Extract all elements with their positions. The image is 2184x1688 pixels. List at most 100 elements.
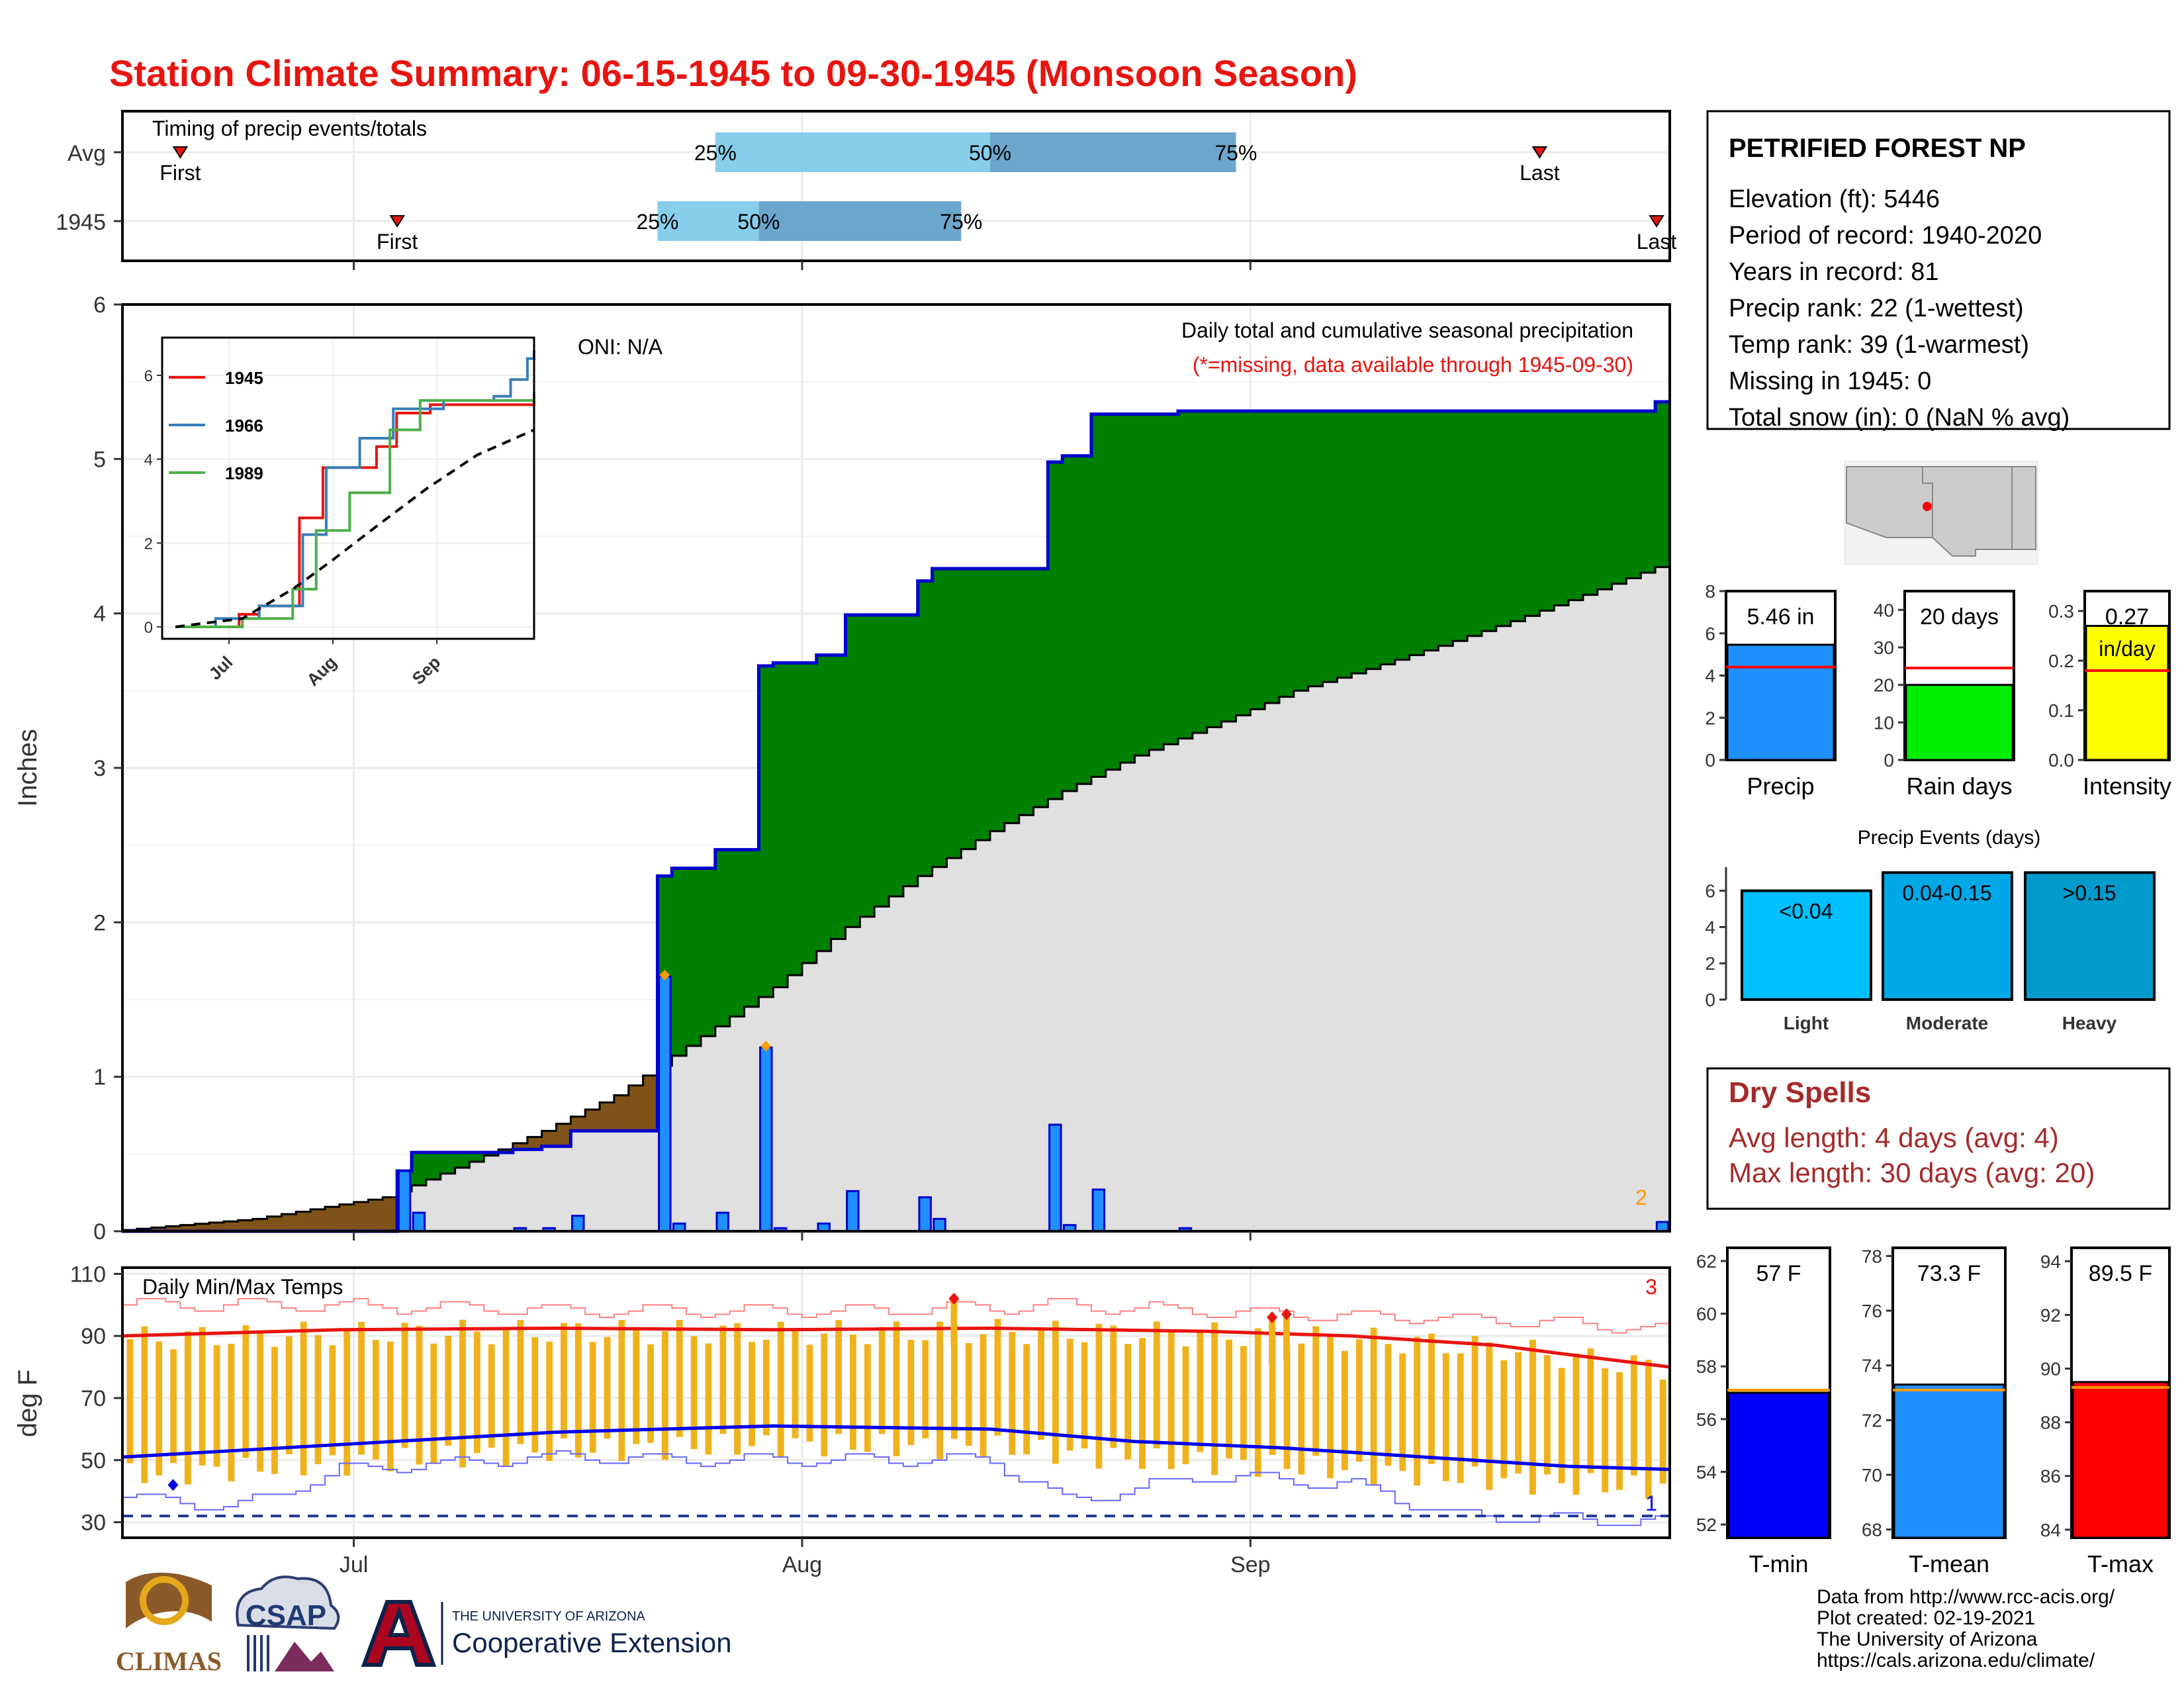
temp-record-high-marker-1 [1267, 1311, 1278, 1324]
precip-anomaly-band-32 [585, 1109, 600, 1131]
temp-range-bar-60 [994, 1319, 1001, 1436]
temp-range-bar-71 [1153, 1321, 1160, 1448]
temp-range-bar-29 [546, 1341, 553, 1461]
temp-range-bar-3 [170, 1349, 177, 1464]
dry-spells-max: Max length: 30 days (avg: 20) [1729, 1157, 2095, 1188]
precip-anomaly-band-87 [1380, 411, 1396, 665]
record-low-count: 1 [1645, 1491, 1657, 1515]
precip-cumulative-areas [121, 400, 1670, 1233]
temp-range-bar-45 [777, 1321, 784, 1457]
temp-range-bar-106 [1659, 1380, 1666, 1484]
inset-y-tick-label-3: 6 [144, 367, 153, 385]
precip-anomaly-band-83 [1322, 411, 1338, 682]
temp-range-bar-102 [1602, 1368, 1609, 1493]
pstat-value-bar-0 [1726, 643, 1835, 761]
precip-x-ticks [353, 1231, 1251, 1241]
temp-range-bar-90 [1428, 1333, 1435, 1464]
temp-range-bar-104 [1631, 1355, 1637, 1476]
precip-anomaly-band-54 [903, 615, 919, 886]
precip-anomaly-band-9 [252, 1219, 268, 1231]
temp-record-low-marker [167, 1479, 179, 1491]
temp-range-bar-81 [1298, 1343, 1305, 1475]
temperature-x-ticks: Jul Aug Sep [340, 1538, 1271, 1577]
precip-anomaly-band-2 [151, 1227, 167, 1231]
precip-anomaly-band-75 [1206, 411, 1222, 727]
temp-range-bar-9 [257, 1330, 264, 1472]
event-bar-label-2: >0.15 [2063, 881, 2116, 905]
temp-y-tick-label-0: 30 [81, 1511, 106, 1536]
precip-y-tick-label-1: 1 [93, 1065, 106, 1090]
daily-precip-bar-1 [412, 1211, 426, 1233]
precip-anomaly-band-27 [512, 1143, 528, 1150]
temp-range-bar-62 [1023, 1344, 1030, 1455]
tstat-tick-label-2-0: 84 [2040, 1520, 2061, 1540]
tstat-name-2: T-max [2087, 1550, 2154, 1577]
temp-x-tick-label-2: Sep [1230, 1552, 1271, 1577]
temp-range-bar-70 [1139, 1338, 1146, 1470]
inset-series-line-1989 [175, 392, 535, 628]
temp-range-bar-0 [126, 1338, 134, 1464]
temp-range-bar-67 [1095, 1323, 1103, 1469]
pstat-name-2: Intensity [2083, 773, 2171, 800]
temp-range-bar-77 [1240, 1346, 1247, 1460]
precip-anomaly-band-81 [1293, 411, 1309, 691]
info-elevation: Elevation (ft): 5446 [1729, 185, 1940, 213]
tstat-value-bar-0 [1727, 1391, 1830, 1539]
pstat-tick-label-2-3: 0.3 [2048, 601, 2074, 622]
precip-anomaly-band-85 [1351, 411, 1367, 674]
pstat-tick-label-0-4: 8 [1705, 581, 1715, 602]
tstat-tick-label-2-3: 90 [2040, 1359, 2061, 1380]
tstat-tick-label-2-5: 94 [2040, 1251, 2061, 1272]
temp-range-bar-73 [1182, 1346, 1189, 1464]
pstat-value-label-0: 5.46 in [1747, 604, 1814, 630]
temp-range-bar-83 [1327, 1335, 1334, 1479]
csap-mountain-icon [275, 1642, 334, 1671]
daily-precip-bar-14 [1048, 1123, 1062, 1233]
precip-anomaly-band-95 [1496, 411, 1512, 626]
precip-anomaly-band-61 [1004, 569, 1020, 823]
precip-anomaly-band-98 [1539, 411, 1555, 611]
events-tick-label-2: 4 [1705, 917, 1715, 937]
tstat-tick-label-0-4: 60 [1696, 1304, 1717, 1325]
precip-anomaly-band-50 [845, 615, 860, 927]
tstat-tick-label-1-2: 72 [1862, 1410, 1882, 1430]
precip-anomaly-band-91 [1438, 411, 1453, 646]
precip-y-tick-label-2: 2 [93, 910, 106, 935]
precip-anomaly-band-48 [816, 655, 832, 951]
temp-range-bar-51 [864, 1344, 871, 1452]
temperature-panel: 30 50 70 90 110 Jul Aug Sep Daily Min/Max Temp… [13, 1262, 1671, 1577]
temp-range-bar-50 [850, 1335, 856, 1450]
temp-range-bar-36 [647, 1344, 655, 1443]
pstat-tick-label-0-2: 4 [1705, 666, 1715, 686]
precip-anomaly-band-93 [1467, 411, 1482, 636]
pstat-tick-label-1-4: 40 [1874, 600, 1894, 620]
precip-anomaly-band-84 [1337, 411, 1352, 678]
daily-precip-bar-18 [1655, 1221, 1670, 1233]
temp-range-bar-47 [806, 1344, 813, 1442]
temp-range-bar-105 [1645, 1360, 1652, 1499]
precip-anomaly-band-63 [1033, 569, 1049, 808]
inset-grid [162, 338, 534, 639]
temp-range-bar-85 [1355, 1339, 1363, 1462]
precip-anomaly-band-65 [1062, 455, 1077, 791]
ua-a-icon [361, 1600, 437, 1667]
tstat-value-label-0: 57 F [1756, 1261, 1801, 1286]
info-precip-rank: Precip rank: 22 (1-wettest) [1729, 295, 2024, 322]
credit-url: https://cals.arizona.edu/climate/ [1817, 1650, 2095, 1671]
temp-range-bar-21 [430, 1343, 437, 1464]
pstat-tick-label-1-0: 0 [1884, 750, 1894, 771]
tstat-tick-label-1-5: 78 [1862, 1246, 1882, 1266]
temp-range-bar-59 [979, 1334, 987, 1458]
precip-anomaly-band-77 [1236, 411, 1251, 716]
temp-y-tick-label-4: 110 [70, 1262, 106, 1287]
temp-range-bar-55 [922, 1340, 929, 1438]
tstat-value-bar-1 [1893, 1383, 2005, 1539]
temp-range-bar-91 [1442, 1353, 1449, 1481]
temp-range-bar-100 [1572, 1353, 1580, 1495]
temp-range-bar-13 [314, 1335, 322, 1464]
temp-range-bar-40 [705, 1343, 712, 1455]
temp-range-bar-84 [1341, 1350, 1348, 1470]
temp-range-bar-30 [561, 1323, 567, 1439]
tstat-value-bar-2 [2071, 1381, 2169, 1539]
